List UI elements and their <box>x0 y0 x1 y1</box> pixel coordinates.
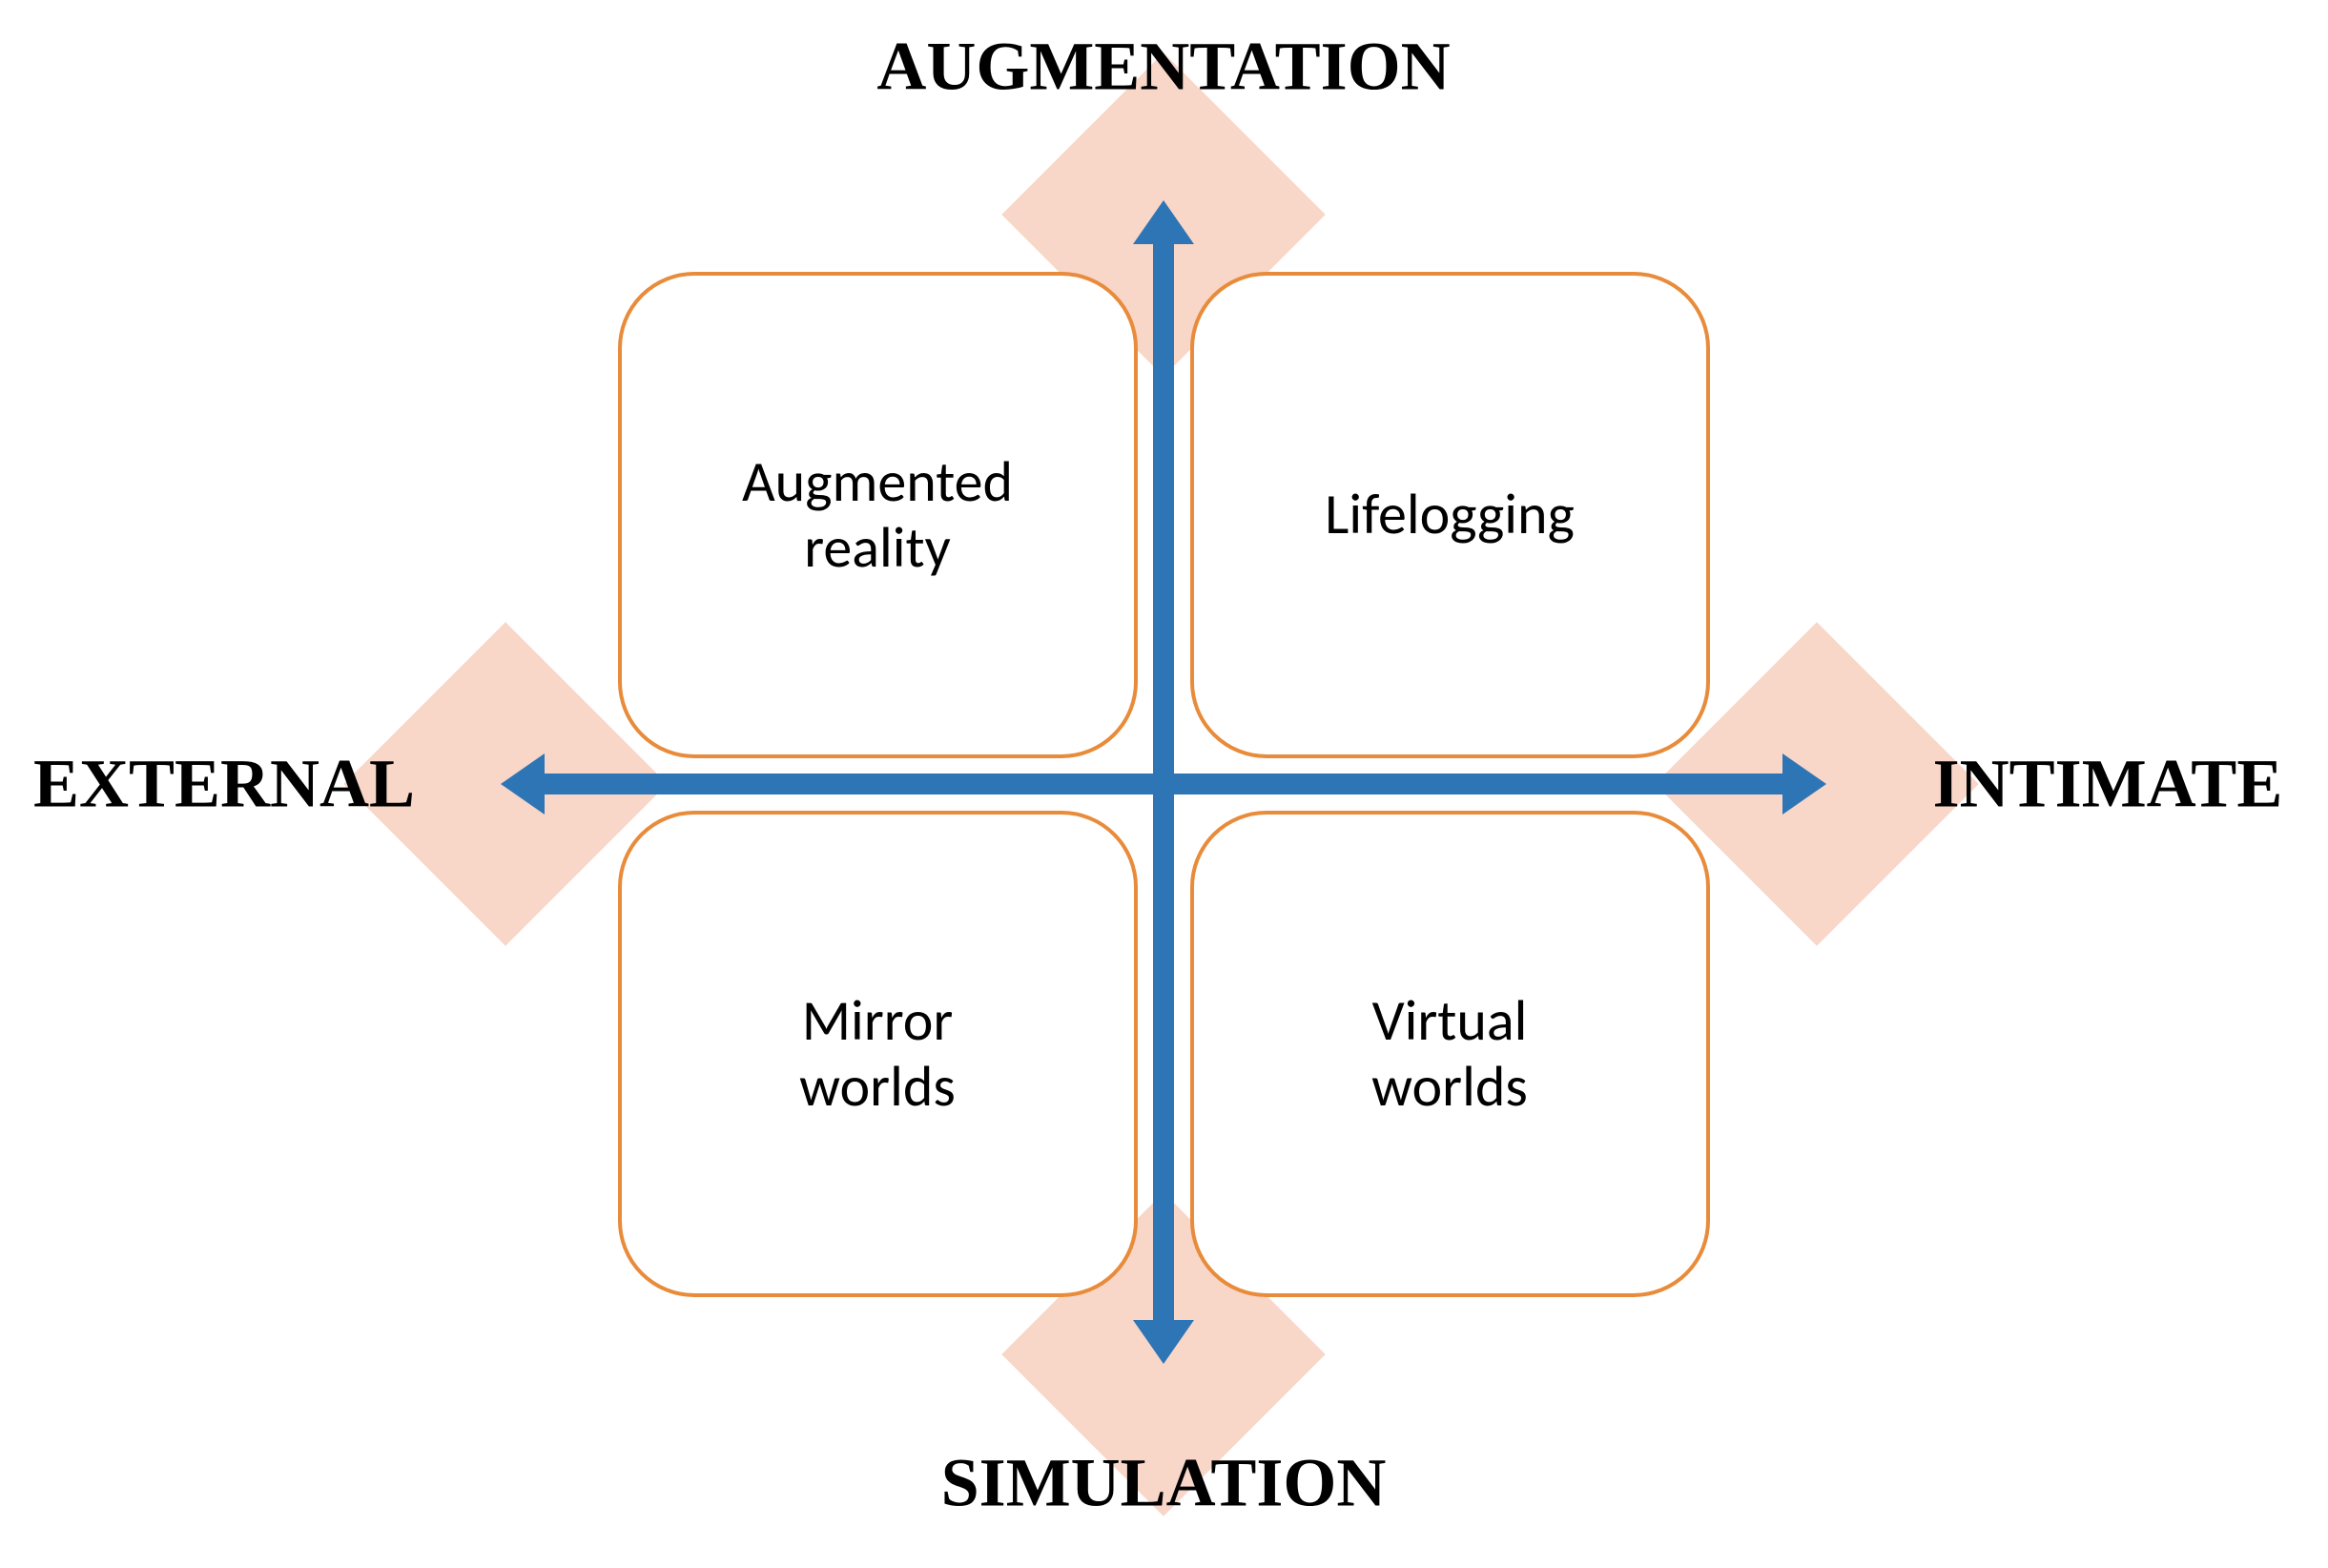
axis-label-top: AUGMENTATION <box>876 28 1450 107</box>
arrow-head-left <box>501 753 545 815</box>
quadrant-label-bottom-right: Virtual worlds <box>1371 988 1528 1120</box>
quadrant-top-right: Lifelogging <box>1190 272 1710 758</box>
axis-horizontal-shaft <box>545 774 1782 794</box>
quadrant-bottom-left: Mirror worlds <box>618 811 1138 1297</box>
arrow-head-down <box>1133 1320 1194 1364</box>
quadrant-label-top-left: Augmented reality <box>742 449 1013 581</box>
quadrant-label-top-right: Lifelogging <box>1325 482 1575 547</box>
arrow-head-right <box>1782 753 1826 815</box>
axis-label-right: INTIMATE <box>1933 745 2283 824</box>
quadrant-bottom-right: Virtual worlds <box>1190 811 1710 1297</box>
quadrant-diagram: Augmented reality Lifelogging Mirror world… <box>0 0 2328 1568</box>
axis-label-bottom: SIMULATION <box>941 1444 1387 1523</box>
axis-label-left: EXTERNAL <box>33 745 415 824</box>
quadrant-top-left: Augmented reality <box>618 272 1138 758</box>
quadrant-label-bottom-left: Mirror worlds <box>799 988 956 1120</box>
arrow-head-up <box>1133 200 1194 244</box>
